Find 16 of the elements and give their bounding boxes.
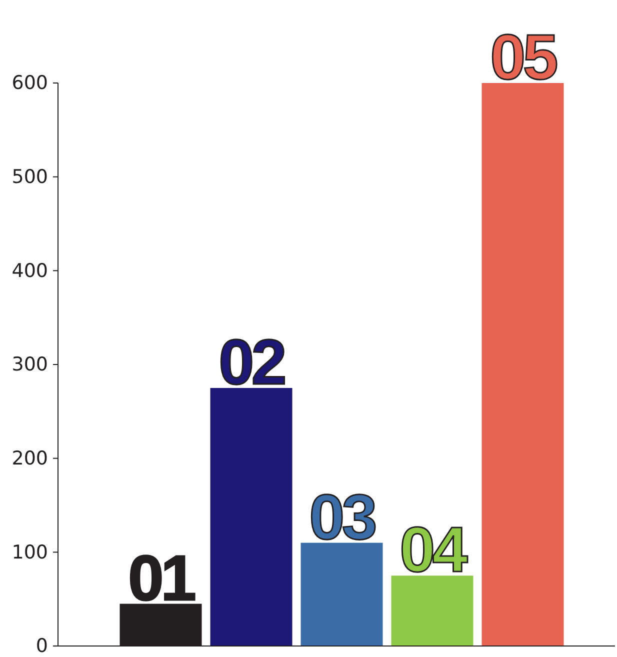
bar [482,83,564,646]
bar [210,388,292,646]
y-tick-label: 500 [12,166,48,188]
y-tick-label: 200 [12,447,48,470]
x-tick-label: 05 [490,21,557,93]
x-tick-label: 01 [128,542,195,614]
x-tick-label: 03 [309,480,376,553]
y-tick-label: 400 [12,260,48,282]
bar [300,542,383,646]
bar [391,576,474,646]
y-tick-label: 300 [12,354,48,376]
x-tick-label: 02 [218,326,286,398]
y-tick-label: 100 [12,541,48,564]
y-tick-label: 0 [36,635,48,657]
x-tick-label: 04 [400,514,468,586]
y-tick-label: 600 [12,72,48,94]
